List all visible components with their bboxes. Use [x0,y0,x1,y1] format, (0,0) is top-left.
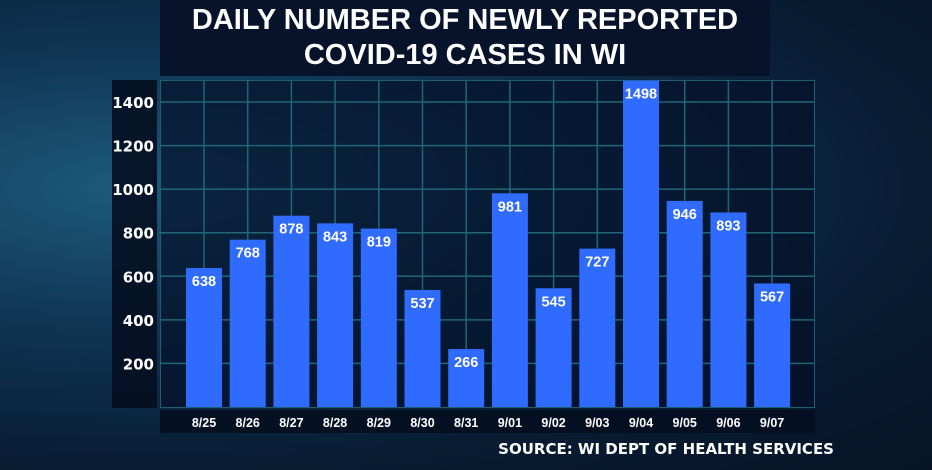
data-label: 638 [192,274,216,290]
bar [579,248,616,407]
data-label: 768 [236,246,260,262]
y-tick-label: 1200 [112,138,154,156]
bar [186,268,222,407]
y-axis-panel [112,80,157,408]
bar [360,228,397,407]
x-tick-label: 8/31 [454,416,478,430]
data-label: 545 [541,294,565,310]
x-tick-label: 8/27 [279,416,303,430]
x-tick-label: 9/04 [629,416,653,430]
chart-title-line-2: COVID-19 CASES IN WI [303,39,627,71]
data-label: 567 [760,289,784,305]
x-tick-label: 8/30 [410,416,434,430]
bar [623,80,659,408]
bar [404,290,441,407]
x-tick-label: 9/06 [716,416,740,430]
x-tick-label: 8/28 [323,416,347,430]
source-note: SOURCE: WI DEPT OF HEALTH SERVICES [498,440,834,458]
data-label: 727 [585,255,609,271]
data-label: 1498 [625,87,657,103]
x-tick-label: 9/05 [673,416,697,430]
bar [491,193,528,407]
x-tick-label: 9/01 [498,416,522,430]
chart-title: DAILY NUMBER OF NEWLY REPORTED COVID-19 … [160,0,770,76]
x-tick-label: 9/07 [760,416,784,430]
chart-title-line-1: DAILY NUMBER OF NEWLY REPORTED [191,4,739,36]
x-tick-label: 9/02 [541,416,565,430]
bar [317,223,354,407]
x-tick-label: 8/26 [236,416,260,430]
bar [535,288,572,407]
y-tick-label: 600 [123,268,154,286]
x-tick-label: 8/29 [367,416,391,430]
data-label: 946 [673,207,697,223]
data-label: 981 [498,199,522,215]
y-tick-label: 400 [123,312,154,330]
data-label: 893 [716,218,740,234]
data-label: 537 [410,296,434,312]
y-tick-label: 1400 [112,94,154,112]
bar [754,283,791,407]
y-tick-label: 200 [123,355,154,373]
x-tick-label: 8/25 [192,416,216,430]
x-tick-label: 9/03 [585,416,609,430]
plot-area [160,80,815,408]
bar [448,349,485,407]
data-label: 878 [279,222,303,238]
x-axis-band [160,410,815,433]
data-label: 266 [454,355,478,371]
bar [273,215,310,407]
y-tick-label: 800 [123,225,154,243]
y-tick-label: 1000 [112,181,154,199]
bar [710,212,747,407]
bar [666,200,703,407]
bar [229,239,266,407]
data-label: 843 [323,229,347,245]
data-label: 819 [367,235,391,251]
